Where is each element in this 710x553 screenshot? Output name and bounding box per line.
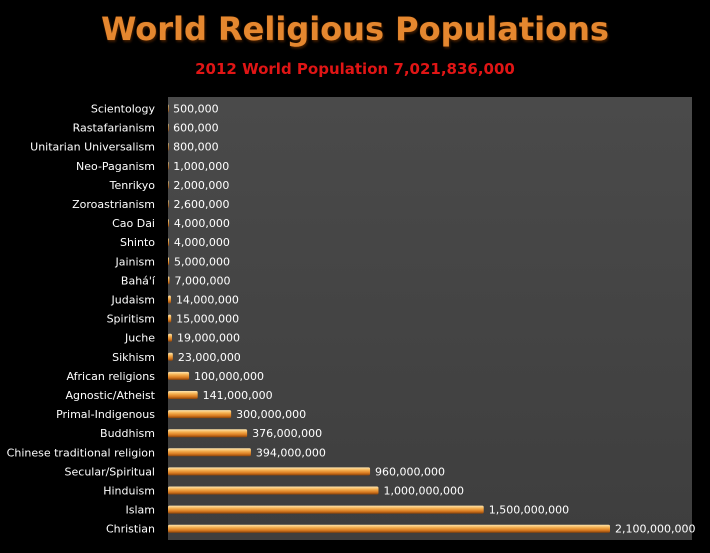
- plot-area: [168, 97, 692, 540]
- value-label: 800,000: [173, 141, 219, 154]
- bar-shinto: [168, 238, 169, 247]
- bar-agnostic-atheist: [168, 391, 198, 399]
- bar-christian: [168, 524, 610, 533]
- bar-scientology: [168, 104, 169, 113]
- category-label: Primal-Indigenous: [56, 408, 155, 421]
- bar-cao-dai: [168, 219, 169, 228]
- value-label: 19,000,000: [177, 332, 240, 345]
- value-label: 5,000,000: [174, 255, 230, 268]
- category-label: Hinduism: [103, 485, 155, 498]
- bar-sikhism: [168, 352, 173, 361]
- bar-african-religions: [168, 371, 190, 380]
- bar-rastafarianism: [168, 123, 169, 132]
- category-label: Judaism: [111, 294, 155, 307]
- value-label: 1,000,000,000: [383, 485, 463, 498]
- value-label: 23,000,000: [178, 351, 241, 364]
- chart-title: World Religious Populations: [101, 10, 609, 48]
- category-label: Christian: [106, 523, 155, 536]
- value-label: 4,000,000: [174, 236, 230, 249]
- bar-zoroastrianism: [168, 200, 169, 208]
- category-label: Rastafarianism: [73, 122, 155, 135]
- value-label: 2,000,000: [173, 179, 229, 192]
- bar-spiritism: [168, 314, 172, 323]
- category-label: Spiritism: [107, 313, 155, 326]
- category-label: Zoroastrianism: [72, 198, 155, 211]
- value-label: 141,000,000: [203, 389, 273, 402]
- category-label: Neo-Paganism: [76, 160, 155, 173]
- value-label: 2,100,000,000: [615, 523, 695, 536]
- value-label: 1,000,000: [173, 160, 229, 173]
- category-label: Tenrikyo: [109, 179, 156, 192]
- value-label: 300,000,000: [236, 408, 306, 421]
- value-label: 4,000,000: [174, 217, 230, 230]
- value-label: 960,000,000: [375, 465, 445, 478]
- value-label: 2,600,000: [174, 198, 230, 211]
- category-label: Chinese traditional religion: [7, 446, 155, 459]
- category-label: Scientology: [91, 103, 156, 116]
- value-label: 376,000,000: [252, 427, 322, 440]
- bar-neo-paganism: [168, 161, 169, 170]
- value-label: 14,000,000: [176, 294, 239, 307]
- bar-chinese-traditional-religion: [168, 448, 251, 457]
- bar-unitarian-universalism: [168, 142, 169, 151]
- value-label: 7,000,000: [174, 274, 230, 287]
- bar-hinduism: [168, 486, 379, 495]
- category-label: Buddhism: [100, 427, 155, 440]
- value-label: 1,500,000,000: [489, 504, 569, 517]
- category-label: Shinto: [120, 236, 155, 249]
- bar-juche: [168, 333, 172, 342]
- chart-subtitle: 2012 World Population 7,021,836,000: [195, 60, 515, 78]
- category-label: Islam: [126, 504, 156, 517]
- category-label: Cao Dai: [112, 217, 155, 230]
- value-label: 394,000,000: [256, 446, 326, 459]
- bar-secular-spiritual: [168, 467, 371, 476]
- category-label: Jainism: [114, 255, 155, 268]
- category-label: Juche: [124, 332, 155, 345]
- bar-buddhism: [168, 429, 248, 438]
- category-label: Sikhism: [112, 351, 155, 364]
- bar-islam: [168, 505, 484, 514]
- category-label: Unitarian Universalism: [30, 141, 155, 154]
- bar-primal-indigenous: [168, 410, 232, 419]
- bar-tenrikyo: [168, 180, 169, 189]
- value-label: 15,000,000: [176, 313, 239, 326]
- bar-jainism: [168, 257, 170, 266]
- category-label: Secular/Spiritual: [65, 465, 155, 478]
- category-label: African religions: [67, 370, 156, 383]
- value-label: 100,000,000: [194, 370, 264, 383]
- category-label: Bahá'í: [121, 274, 156, 287]
- value-label: 600,000: [173, 122, 219, 135]
- value-label: 500,000: [173, 103, 219, 116]
- category-label: Agnostic/Atheist: [65, 389, 155, 402]
- bar-judaism: [168, 295, 171, 304]
- bar-bah-: [168, 276, 170, 285]
